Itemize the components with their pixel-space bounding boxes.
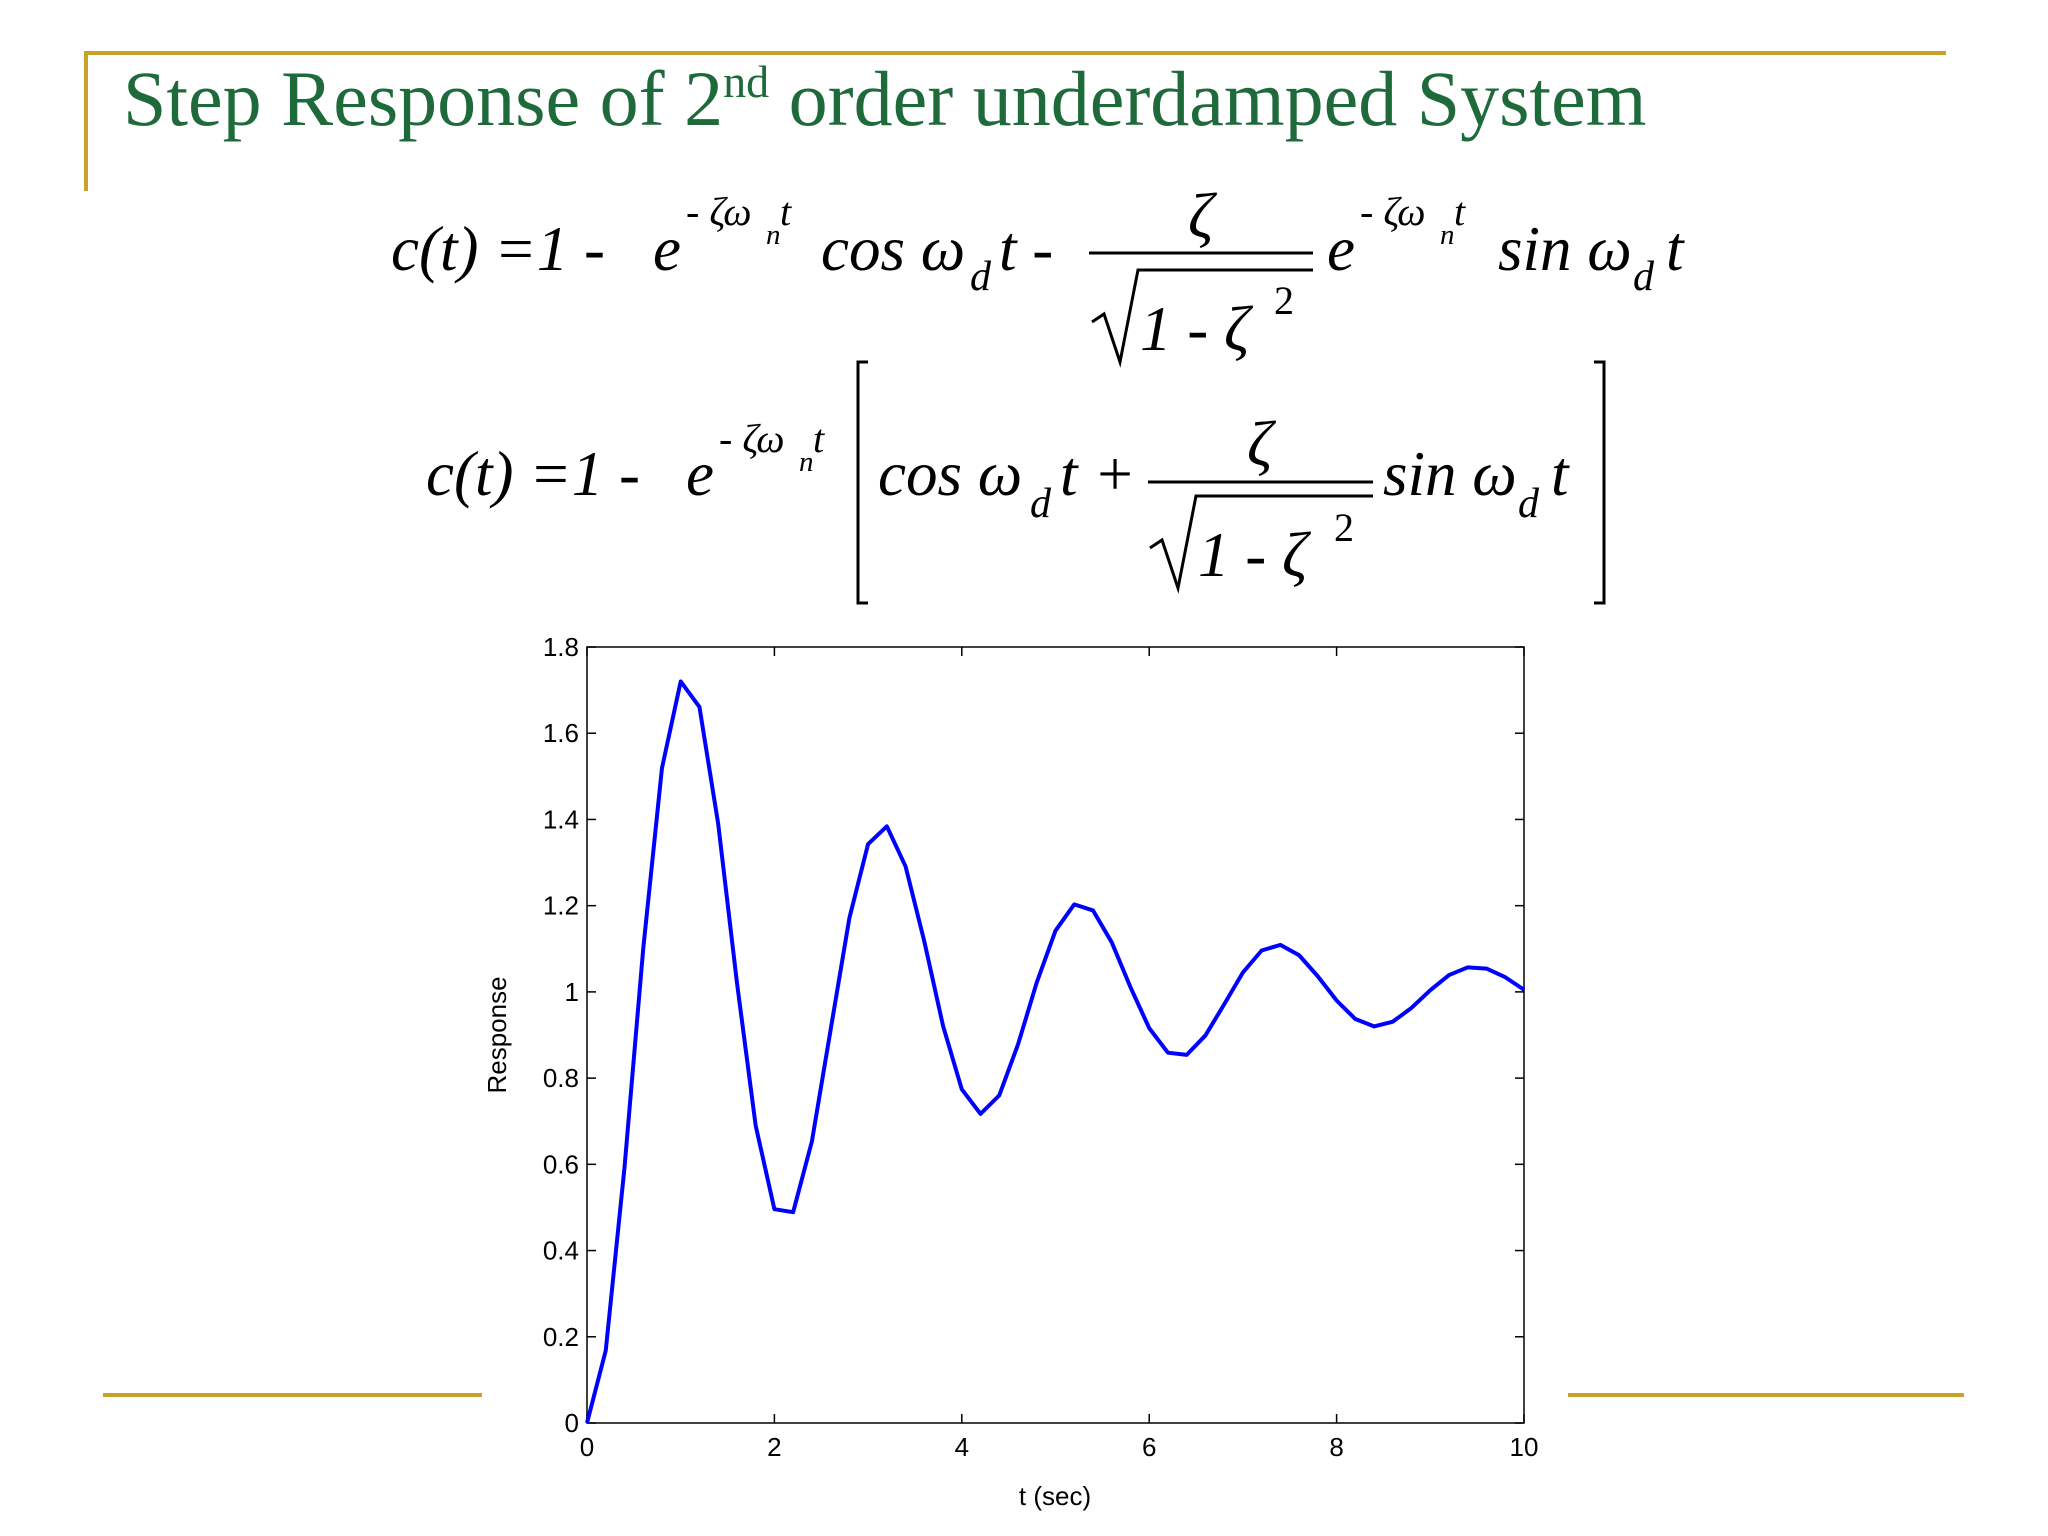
x-tick-label: 10: [1510, 1432, 1539, 1462]
slide-title: Step Response of 2nd order underdamped S…: [123, 55, 1646, 142]
eq-text: t -: [999, 214, 1053, 284]
y-tick-label: 0: [565, 1408, 579, 1438]
eq-sub: d: [970, 254, 992, 300]
line-series: [585, 679, 1526, 1424]
eq-denominator: 1 - ζ: [1198, 520, 1312, 590]
eq-text: cos ω: [821, 214, 965, 284]
eq-text: sin ω: [1498, 214, 1632, 284]
equation: c(t) =1 - e - ζω n t cos ω d t - ζ 1 - ζ…: [391, 181, 1685, 368]
y-tick-label: 1.4: [543, 804, 579, 834]
bracket: [856, 360, 868, 605]
eq-text: t: [1666, 214, 1685, 284]
eq-numerator: ζ: [1247, 409, 1277, 479]
eq-text: sin ω: [1383, 439, 1517, 509]
plot: t (sec) Response 0 0.2 0.4 0.6 0.8 1 1.2 1.4 1.6…: [482, 632, 1538, 1511]
equation: c(t) =1 - e - ζω n t cos ω d t + ζ 1 - ζ…: [426, 360, 1606, 605]
eq-sup: 2: [1334, 505, 1354, 550]
eq-text: e: [1327, 214, 1355, 284]
eq-sup: - ζω: [719, 416, 784, 461]
sqrt-sign: [1149, 494, 1373, 594]
title-text: Step Response of 2: [123, 55, 723, 142]
eq-sub: d: [1518, 481, 1540, 527]
eq-sup: - ζω: [1360, 189, 1425, 234]
y-tick-label: 0.6: [543, 1149, 579, 1179]
y-axis-label: Response: [482, 976, 512, 1093]
y-tick-label: 1.8: [543, 632, 579, 662]
eq-numerator: ζ: [1188, 181, 1218, 251]
x-tick-label: 0: [580, 1432, 594, 1462]
eq-text: e: [686, 439, 714, 509]
x-axis-label: t (sec): [1019, 1481, 1091, 1511]
eq-sup: t: [780, 189, 792, 234]
eq-text: t: [1551, 439, 1570, 509]
eq-sub: d: [1030, 481, 1052, 527]
y-tick-label: 0.2: [543, 1322, 579, 1352]
eq-text: c(t) =1 -: [391, 214, 605, 284]
eq-sub: n: [799, 446, 814, 478]
y-tick-label: 1: [565, 977, 579, 1007]
eq-text: c(t) =1 -: [426, 439, 640, 509]
x-tick-label: 2: [767, 1432, 781, 1462]
eq-text: t +: [1060, 439, 1136, 509]
y-tick-label: 0.4: [543, 1236, 579, 1266]
eq-text: cos ω: [878, 439, 1022, 509]
eq-text: e: [653, 214, 681, 284]
sqrt-sign: [1091, 268, 1313, 368]
eq-sup: - ζω: [686, 189, 751, 234]
eq-sup: t: [1454, 189, 1466, 234]
y-tick-label: 1.2: [543, 891, 579, 921]
title-text: order underdamped System: [769, 55, 1646, 142]
eq-sup: t: [813, 416, 825, 461]
x-tick-label: 6: [1142, 1432, 1156, 1462]
x-tick-label: 8: [1329, 1432, 1343, 1462]
eq-sup: 2: [1274, 278, 1294, 323]
eq-sub: n: [1440, 219, 1455, 251]
title-superscript: nd: [723, 56, 769, 107]
eq-sub: n: [766, 219, 781, 251]
y-tick-label: 1.6: [543, 718, 579, 748]
x-tick-label: 4: [955, 1432, 969, 1462]
eq-denominator: 1 - ζ: [1140, 294, 1254, 364]
eq-sub: d: [1633, 254, 1655, 300]
y-tick-label: 0.8: [543, 1063, 579, 1093]
bracket: [1594, 360, 1606, 605]
axes-box: [586, 646, 1525, 1424]
